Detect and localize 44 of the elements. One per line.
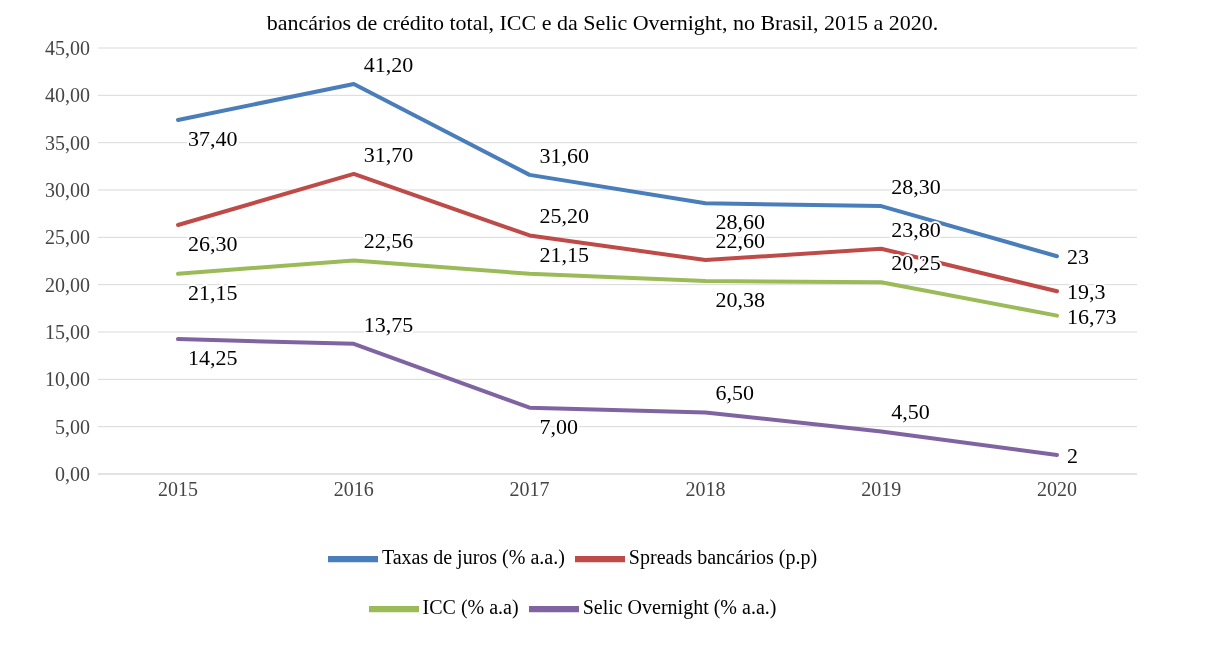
x-tick-label: 2020 — [1037, 478, 1077, 501]
chart-title: bancários de crédito total, ICC e da Selic Overnight, no Brasil, 2015 a 2020. — [265, 9, 940, 37]
y-tick-label: 5,00 — [55, 415, 90, 438]
data-label: 21,15 — [539, 241, 590, 267]
data-label: 13,75 — [363, 311, 414, 337]
y-tick-label: 15,00 — [45, 321, 90, 344]
data-label: 6,50 — [715, 380, 754, 406]
legend-label: Selic Overnight (% a.a.) — [582, 595, 777, 618]
data-label: 26,30 — [188, 231, 238, 257]
legend-label: Taxas de juros (% a.a.) — [381, 545, 565, 568]
data-label: 37,40 — [188, 125, 238, 151]
x-tick-label: 2016 — [333, 478, 374, 501]
data-label: 21,15 — [188, 279, 238, 305]
y-tick-label: 45,00 — [45, 37, 90, 60]
data-label: 25,20 — [539, 203, 590, 229]
x-tick-label: 2015 — [158, 478, 198, 501]
y-tick-label: 0,00 — [55, 463, 90, 486]
data-label: 23,80 — [891, 216, 941, 242]
y-tick-label: 20,00 — [45, 273, 90, 296]
data-label: 31,70 — [363, 141, 414, 167]
x-tick-label: 2019 — [861, 478, 902, 501]
data-label: 4,50 — [891, 399, 930, 425]
data-label: 16,73 — [1067, 303, 1117, 329]
data-label: 2 — [1067, 443, 1078, 469]
x-tick-label: 2018 — [685, 478, 726, 501]
y-tick-label: 25,00 — [45, 226, 90, 249]
data-label: 7,00 — [539, 413, 579, 439]
data-label: 41,20 — [363, 51, 414, 77]
legend-label: ICC (% a.a) — [422, 595, 519, 618]
data-label: 22,56 — [363, 228, 414, 254]
y-tick-label: 35,00 — [45, 131, 90, 154]
y-tick-label: 40,00 — [45, 84, 90, 107]
data-label: 20,38 — [715, 287, 765, 313]
data-label: 23 — [1067, 244, 1089, 270]
data-label: 31,60 — [539, 142, 590, 168]
y-tick-label: 10,00 — [45, 368, 90, 391]
x-tick-label: 2017 — [509, 478, 550, 501]
data-label: 20,25 — [891, 250, 941, 276]
data-label: 28,30 — [891, 174, 941, 200]
legend-label: Spreads bancários (p.p) — [628, 545, 818, 568]
y-tick-label: 30,00 — [45, 179, 90, 202]
line-series — [176, 337, 1059, 458]
data-label: 19,3 — [1067, 279, 1106, 305]
data-label: 14,25 — [188, 345, 238, 371]
